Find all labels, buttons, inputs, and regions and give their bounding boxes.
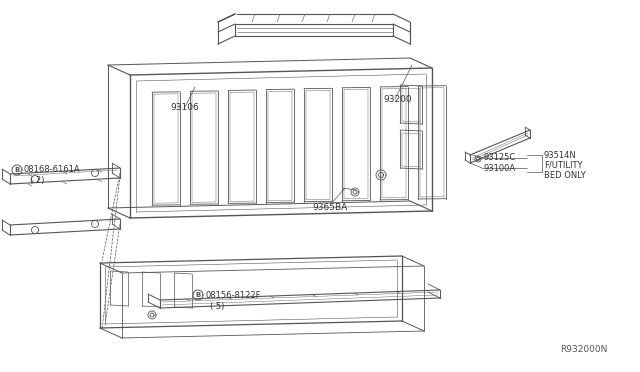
Text: 08168-6161A: 08168-6161A <box>24 164 81 173</box>
Text: ( 5): ( 5) <box>210 301 225 311</box>
Text: BED ONLY: BED ONLY <box>544 170 586 180</box>
Text: R932000N: R932000N <box>560 346 607 355</box>
Text: B: B <box>195 292 200 298</box>
Text: 9365BA: 9365BA <box>312 202 348 212</box>
Text: 93106: 93106 <box>170 103 199 112</box>
Text: F/UTILITY: F/UTILITY <box>544 160 582 170</box>
Text: 93200: 93200 <box>383 94 412 103</box>
Text: 93100A: 93100A <box>484 164 516 173</box>
Text: ( 2): ( 2) <box>30 176 44 185</box>
Text: B: B <box>14 167 20 173</box>
Text: 93514N: 93514N <box>544 151 577 160</box>
Text: 93125C: 93125C <box>484 153 516 161</box>
Text: 08156-8122F: 08156-8122F <box>205 291 260 299</box>
